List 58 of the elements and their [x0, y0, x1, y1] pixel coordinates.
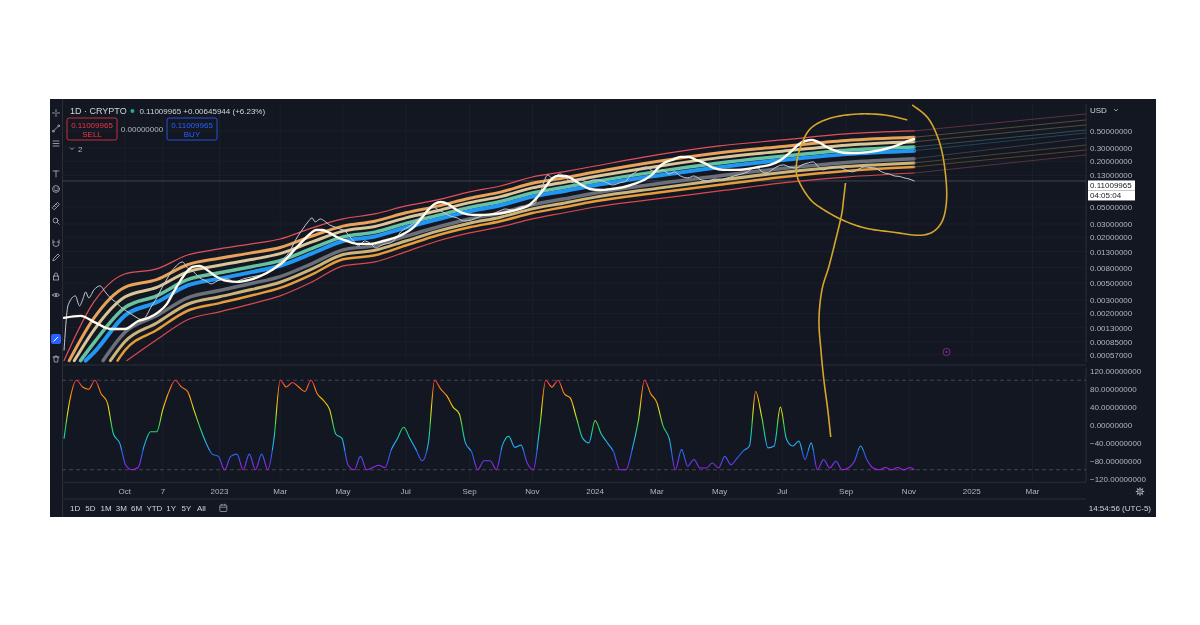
text: USD [1090, 105, 1108, 115]
annotation: 2 [78, 144, 83, 154]
text: 1D [70, 503, 81, 513]
x-tick-label: Oct [118, 486, 132, 496]
chart-title: 1D · CRYPTO [70, 106, 127, 116]
text: 1M [100, 503, 113, 513]
y-tick-label: 0.02000000 [1090, 232, 1133, 242]
text: 3M [115, 503, 128, 513]
y-tick-label: 0.30000000 [1090, 143, 1133, 153]
text: 5Y [181, 503, 193, 513]
y-tick-label: −40.00000000 [1090, 438, 1142, 448]
annotation: BUY [183, 129, 201, 139]
x-tick-label: Sep [839, 486, 854, 496]
y-tick-label: 0.03000000 [1090, 219, 1133, 229]
y-tick-label: 0.13000000 [1090, 170, 1133, 180]
annotation: 0.00000000 [120, 124, 164, 134]
text: 1Y [166, 503, 177, 513]
x-tick-label: 2023 [210, 486, 229, 496]
y-tick-label: 0.01300000 [1090, 247, 1133, 257]
x-tick-label: 7 [160, 486, 166, 496]
y-tick-label: 40.00000000 [1090, 402, 1138, 412]
y-tick-label: 0.00200000 [1090, 308, 1133, 318]
x-tick-label: Sep [462, 486, 478, 496]
y-tick-label: 0.00300000 [1090, 295, 1133, 305]
y-tick-label: −80.00000000 [1090, 456, 1142, 466]
text: 04:05:04 [1090, 190, 1122, 200]
y-tick-label: −120.00000000 [1090, 474, 1147, 484]
annotation: 0.11009965 [71, 120, 114, 129]
x-tick-label: Jul [777, 486, 788, 496]
y-tick-label: 0.05000000 [1090, 202, 1133, 212]
y-tick-label: 0.00000000 [1090, 420, 1133, 430]
x-tick-label: 2024 [586, 486, 605, 496]
y-tick-label: 80.00000000 [1090, 384, 1138, 394]
x-tick-label: Nov [901, 486, 917, 496]
x-tick-label: Jul [400, 486, 412, 496]
x-tick-label: May [712, 486, 728, 496]
text: 5D [85, 503, 96, 513]
text: YTD [146, 503, 163, 513]
y-tick-label: 0.50000000 [1090, 126, 1133, 136]
x-tick-label: Mar [1025, 486, 1040, 496]
x-tick-label: Nov [525, 486, 540, 496]
x-tick-label: Mar [273, 486, 288, 496]
y-tick-label: 0.00057000 [1090, 350, 1133, 360]
x-tick-label: May [335, 486, 351, 496]
annotation: SELL [82, 129, 103, 139]
annotation: 0.11009965 [171, 120, 214, 129]
x-tick-label: Mar [649, 486, 665, 496]
chart-subtitle: 0.11009965 +0.00645944 (+6.23%) [139, 106, 266, 116]
y-tick-label: 120.00000000 [1090, 366, 1142, 376]
text: 6M [131, 503, 143, 513]
text: All [196, 503, 206, 513]
y-tick-label: 0.00500000 [1090, 278, 1133, 288]
y-tick-label: 0.00085000 [1090, 337, 1133, 347]
y-tick-label: 0.00800000 [1090, 263, 1133, 273]
text: 14:54:56 (UTC-5) [1088, 503, 1152, 513]
y-tick-label: 0.20000000 [1090, 156, 1133, 166]
x-tick-label: 2025 [962, 486, 982, 496]
y-tick-label: 0.00130000 [1090, 323, 1133, 333]
